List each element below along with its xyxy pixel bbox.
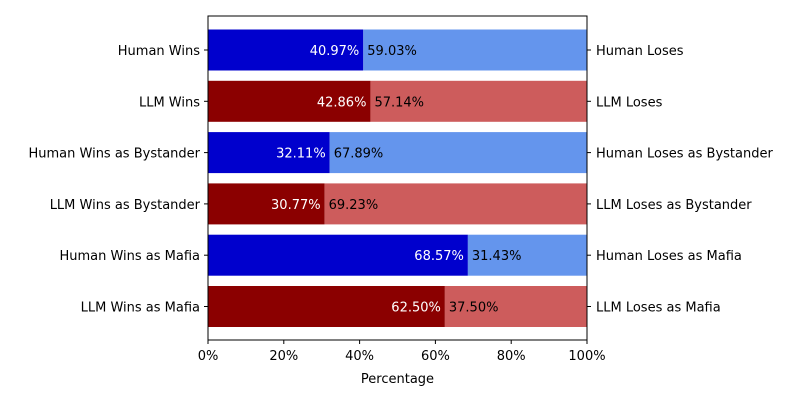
lose-data-label-5: 37.50%: [449, 301, 499, 316]
bar-win-3: [208, 183, 325, 225]
bar-lose-1: [370, 80, 587, 122]
lose-data-label-4: 31.43%: [472, 249, 522, 264]
win-data-label-1: 42.86%: [317, 95, 367, 110]
win-data-label-5: 62.50%: [391, 301, 441, 316]
x-tick-label-5: 100%: [568, 349, 605, 364]
x-tick-label-4: 80%: [497, 349, 526, 364]
win-data-label-4: 68.57%: [414, 249, 464, 264]
labels-layer: 40.97% 59.03% 42.86% 57.14% 32.11% 67.89% 30.7…: [271, 44, 521, 316]
left-tick-label-3: LLM Wins as Bystander: [50, 198, 201, 213]
left-tick-label-0: Human Wins: [118, 44, 200, 59]
lose-data-label-1: 57.14%: [374, 95, 424, 110]
bar-win-0: [208, 29, 364, 71]
bar-win-1: [208, 80, 371, 122]
plot-frame: [207, 15, 588, 341]
x-tick-label-3: 60%: [421, 349, 450, 364]
bar-lose-3: [324, 183, 587, 225]
x-tick-label-0: 0%: [198, 349, 219, 364]
bar-win-2: [208, 132, 330, 174]
x-axis-title: Percentage: [361, 372, 434, 387]
right-tick-label-2: Human Loses as Bystander: [596, 147, 773, 162]
lose-data-label-2: 67.89%: [334, 147, 384, 162]
bar-lose-2: [329, 132, 587, 174]
bar-win-5: [208, 286, 445, 327]
left-tick-label-1: LLM Wins: [139, 95, 200, 110]
win-data-label-2: 32.11%: [276, 147, 326, 162]
x-tick-label-1: 20%: [269, 349, 298, 364]
right-tick-label-0: Human Loses: [596, 44, 684, 59]
bars-layer: [208, 29, 587, 327]
bar-lose-0: [363, 29, 587, 71]
right-tick-label-3: LLM Loses as Bystander: [596, 198, 752, 213]
left-tick-label-4: Human Wins as Mafia: [59, 249, 200, 264]
bar-win-4: [208, 234, 468, 276]
x-tick-label-2: 40%: [345, 349, 374, 364]
win-data-label-0: 40.97%: [310, 44, 360, 59]
lose-data-label-0: 59.03%: [367, 44, 417, 59]
left-tick-label-2: Human Wins as Bystander: [29, 147, 201, 162]
lose-data-label-3: 69.23%: [329, 198, 379, 213]
right-tick-label-4: Human Loses as Mafia: [596, 249, 742, 264]
right-tick-label-1: LLM Loses: [596, 95, 663, 110]
win-data-label-3: 30.77%: [271, 198, 321, 213]
bar-lose-5: [444, 286, 587, 327]
axes-layer: Human Wins Human Loses LLM Wins LLM Loses Hu…: [29, 44, 774, 364]
right-tick-label-5: LLM Loses as Mafia: [596, 301, 721, 316]
bar-lose-4: [467, 234, 587, 276]
left-tick-label-5: LLM Wins as Mafia: [81, 301, 200, 316]
